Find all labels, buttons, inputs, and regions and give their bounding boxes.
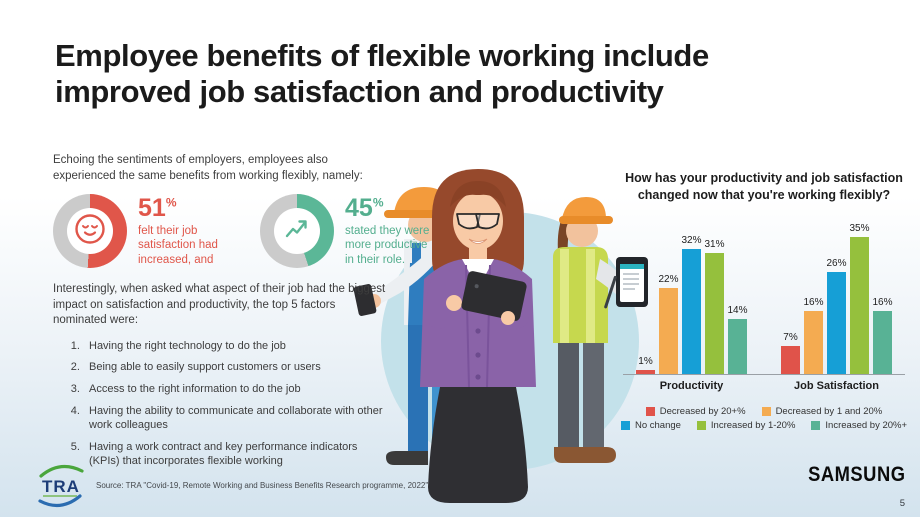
- legend-item: Increased by 20%+: [811, 420, 907, 431]
- stat-unit: %: [372, 195, 384, 210]
- stat-number: 45: [345, 194, 373, 223]
- page-number: 5: [899, 498, 905, 509]
- list-item: Access to the right information to do th…: [83, 382, 389, 396]
- stat-unit: %: [165, 195, 177, 210]
- bar-value-label: 16%: [803, 297, 824, 309]
- bar-wrap: 31%: [704, 238, 725, 374]
- stats-row: 51% felt their job satisfaction had incr…: [53, 194, 429, 269]
- growth-arrow-icon: [279, 211, 315, 252]
- list-item: Having the ability to communicate and co…: [83, 404, 389, 433]
- tra-logo: TRA: [33, 459, 89, 513]
- workers-illustration: [348, 155, 670, 517]
- left-column: Echoing the sentiments of employers, emp…: [53, 153, 429, 476]
- chart-panel: How has your productivity and job satisf…: [616, 170, 912, 431]
- legend-item: Decreased by 1 and 20%: [761, 405, 883, 417]
- legend-label: Increased by 20%+: [825, 419, 908, 431]
- list-item: Having the right technology to do the jo…: [83, 339, 389, 353]
- bar-wrap: 7%: [781, 332, 800, 374]
- donut-hole: [67, 208, 113, 255]
- legend-row: Decreased by 20+% Decreased by 1 and 20%: [645, 405, 883, 417]
- bar: [804, 311, 823, 374]
- legend-item: Increased by 1-20%: [696, 419, 796, 431]
- tra-logo-text: TRA: [42, 477, 80, 496]
- category-labels: Productivity Job Satisfaction: [616, 380, 912, 392]
- bar-wrap: 35%: [849, 223, 870, 374]
- samsung-logo: SAMSUNG: [808, 462, 906, 486]
- bar-value-label: 35%: [849, 223, 870, 235]
- stat-label: stated they were more productive in thei…: [345, 225, 430, 266]
- bar-group: 1% 22% 32% 31% 14%: [636, 234, 748, 374]
- chart-legend: Decreased by 20+% Decreased by 1 and 20% N…: [616, 406, 912, 431]
- grouped-bar-chart: 1% 22% 32% 31% 14% 7% 16% 26% 35% 16%: [616, 218, 912, 374]
- legend-label: Decreased by 1 and 20%: [775, 405, 883, 417]
- bar: [636, 369, 655, 374]
- legend-label: Increased by 1-20%: [710, 419, 796, 431]
- legend-swatch: [696, 420, 706, 430]
- list-item: Having a work contract and key performan…: [83, 440, 389, 469]
- category-label: Productivity: [659, 379, 724, 392]
- stat-text: 51% felt their job satisfaction had incr…: [138, 194, 238, 267]
- page-title: Employee benefits of flexible working in…: [55, 38, 709, 110]
- legend-swatch: [761, 406, 771, 416]
- bar: [728, 319, 747, 374]
- donut-chart-51-percent: [53, 194, 127, 269]
- legend-swatch: [645, 406, 655, 416]
- right-worker-figure: [553, 197, 648, 463]
- factors-intro-text: Interestingly, when asked what aspect of…: [53, 283, 386, 327]
- stat-number: 51: [138, 194, 166, 223]
- x-axis-line: [623, 373, 905, 375]
- chart-title: How has your productivity and job satisf…: [625, 171, 903, 202]
- stat-job-satisfaction: 51% felt their job satisfaction had incr…: [53, 194, 238, 269]
- bar: [781, 346, 800, 374]
- bar-wrap: 22%: [658, 273, 679, 374]
- bar-wrap: 26%: [826, 258, 847, 374]
- legend-row: No change Increased by 1-20% Increased by …: [620, 419, 907, 431]
- bar: [682, 248, 701, 374]
- intro-text: Echoing the sentiments of employers, emp…: [53, 154, 363, 182]
- bar: [850, 237, 869, 374]
- bar-value-label: 14%: [727, 305, 748, 317]
- stat-label: felt their job satisfaction had increase…: [138, 225, 218, 266]
- legend-label: Decreased by 20+%: [659, 405, 746, 417]
- bar-value-label: 7%: [783, 332, 798, 344]
- legend-item: Decreased by 20+%: [645, 405, 746, 417]
- bar-group: 7% 16% 26% 35% 16%: [781, 223, 893, 374]
- bar: [827, 272, 846, 374]
- central-woman-figure: [420, 169, 536, 503]
- bar-value-label: 26%: [826, 258, 847, 270]
- stat-value: 45%: [345, 196, 431, 221]
- legend-item: No change: [620, 419, 681, 431]
- bar-wrap: 16%: [803, 297, 824, 374]
- legend-swatch: [811, 420, 821, 430]
- bar-wrap: 16%: [872, 297, 893, 374]
- stat-productivity: 45% stated they were more productive in …: [260, 194, 431, 269]
- bar-wrap: 14%: [727, 305, 748, 374]
- bar-wrap: 32%: [681, 234, 702, 374]
- bar-value-label: 1%: [638, 355, 653, 367]
- bar: [705, 252, 724, 374]
- donut-hole: [274, 208, 320, 255]
- bar: [873, 311, 892, 374]
- category-label: Job Satisfaction: [794, 379, 879, 392]
- legend-swatch: [620, 420, 630, 430]
- bar-value-label: 16%: [872, 297, 893, 309]
- list-item: Being able to easily support customers o…: [83, 360, 389, 374]
- source-text: Source: TRA "Covid-19, Remote Working an…: [96, 481, 429, 490]
- donut-chart-45-percent: [260, 194, 334, 269]
- bar-wrap: 1%: [636, 356, 655, 374]
- smiley-face-icon: [72, 211, 108, 252]
- bar: [659, 287, 678, 374]
- bar-value-label: 32%: [681, 234, 702, 246]
- stat-text: 45% stated they were more productive in …: [345, 194, 431, 267]
- stat-value: 51%: [138, 196, 238, 221]
- top-factors-list: Having the right technology to do the jo…: [53, 339, 391, 469]
- bar-value-label: 31%: [704, 238, 725, 250]
- bar-value-label: 22%: [658, 273, 679, 285]
- legend-label: No change: [634, 419, 681, 431]
